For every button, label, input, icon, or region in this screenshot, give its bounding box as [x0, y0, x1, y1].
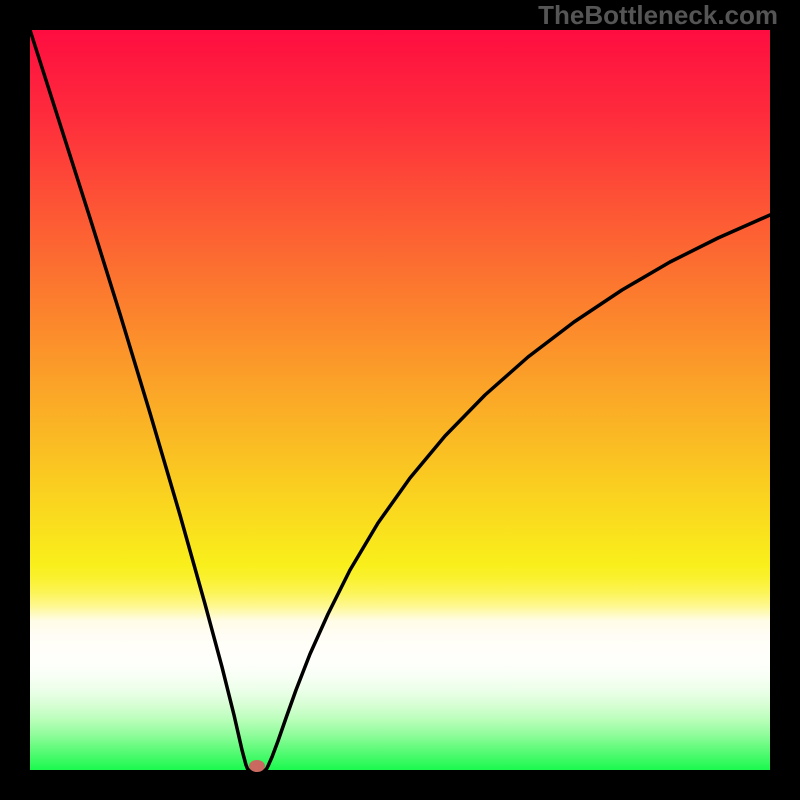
optimal-point-marker: [249, 760, 265, 772]
bottleneck-chart: TheBottleneck.com: [0, 0, 800, 800]
chart-svg: TheBottleneck.com: [0, 0, 800, 800]
watermark-text: TheBottleneck.com: [538, 0, 778, 30]
plot-background: [30, 30, 770, 770]
